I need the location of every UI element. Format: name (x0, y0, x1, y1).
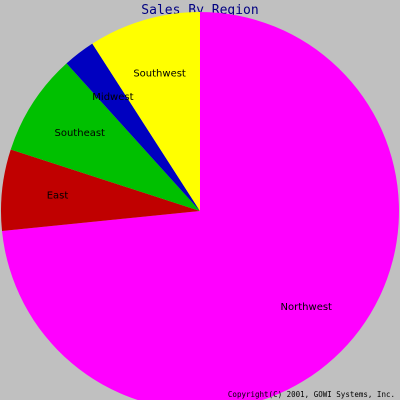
slice-label-east: East (47, 191, 69, 202)
slice-label-southeast: Southeast (55, 128, 106, 139)
pie-slice-southwest (92, 12, 200, 211)
pie-slice-southeast (10, 63, 201, 211)
slice-label-northwest: Northwest (281, 302, 333, 313)
pie-slice-northwest (2, 12, 399, 400)
slice-label-midwest: Midwest (92, 92, 133, 103)
slice-labels: Northwest East Southeast Midwest Southwest (47, 69, 332, 314)
copyright-footer: Copyright(C) 2001, GOWI Systems, Inc. (228, 390, 395, 399)
pie-slice-midwest (66, 43, 200, 212)
pie-slices (1, 12, 399, 400)
pie-slice-east (1, 149, 201, 231)
slice-label-southwest: Southwest (133, 69, 186, 80)
